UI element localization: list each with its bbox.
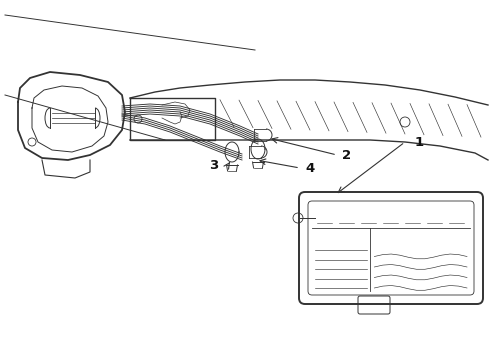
Text: 1: 1 [415, 135, 424, 149]
Text: 4: 4 [305, 162, 314, 175]
Text: 3: 3 [209, 158, 218, 171]
Text: 2: 2 [342, 149, 351, 162]
